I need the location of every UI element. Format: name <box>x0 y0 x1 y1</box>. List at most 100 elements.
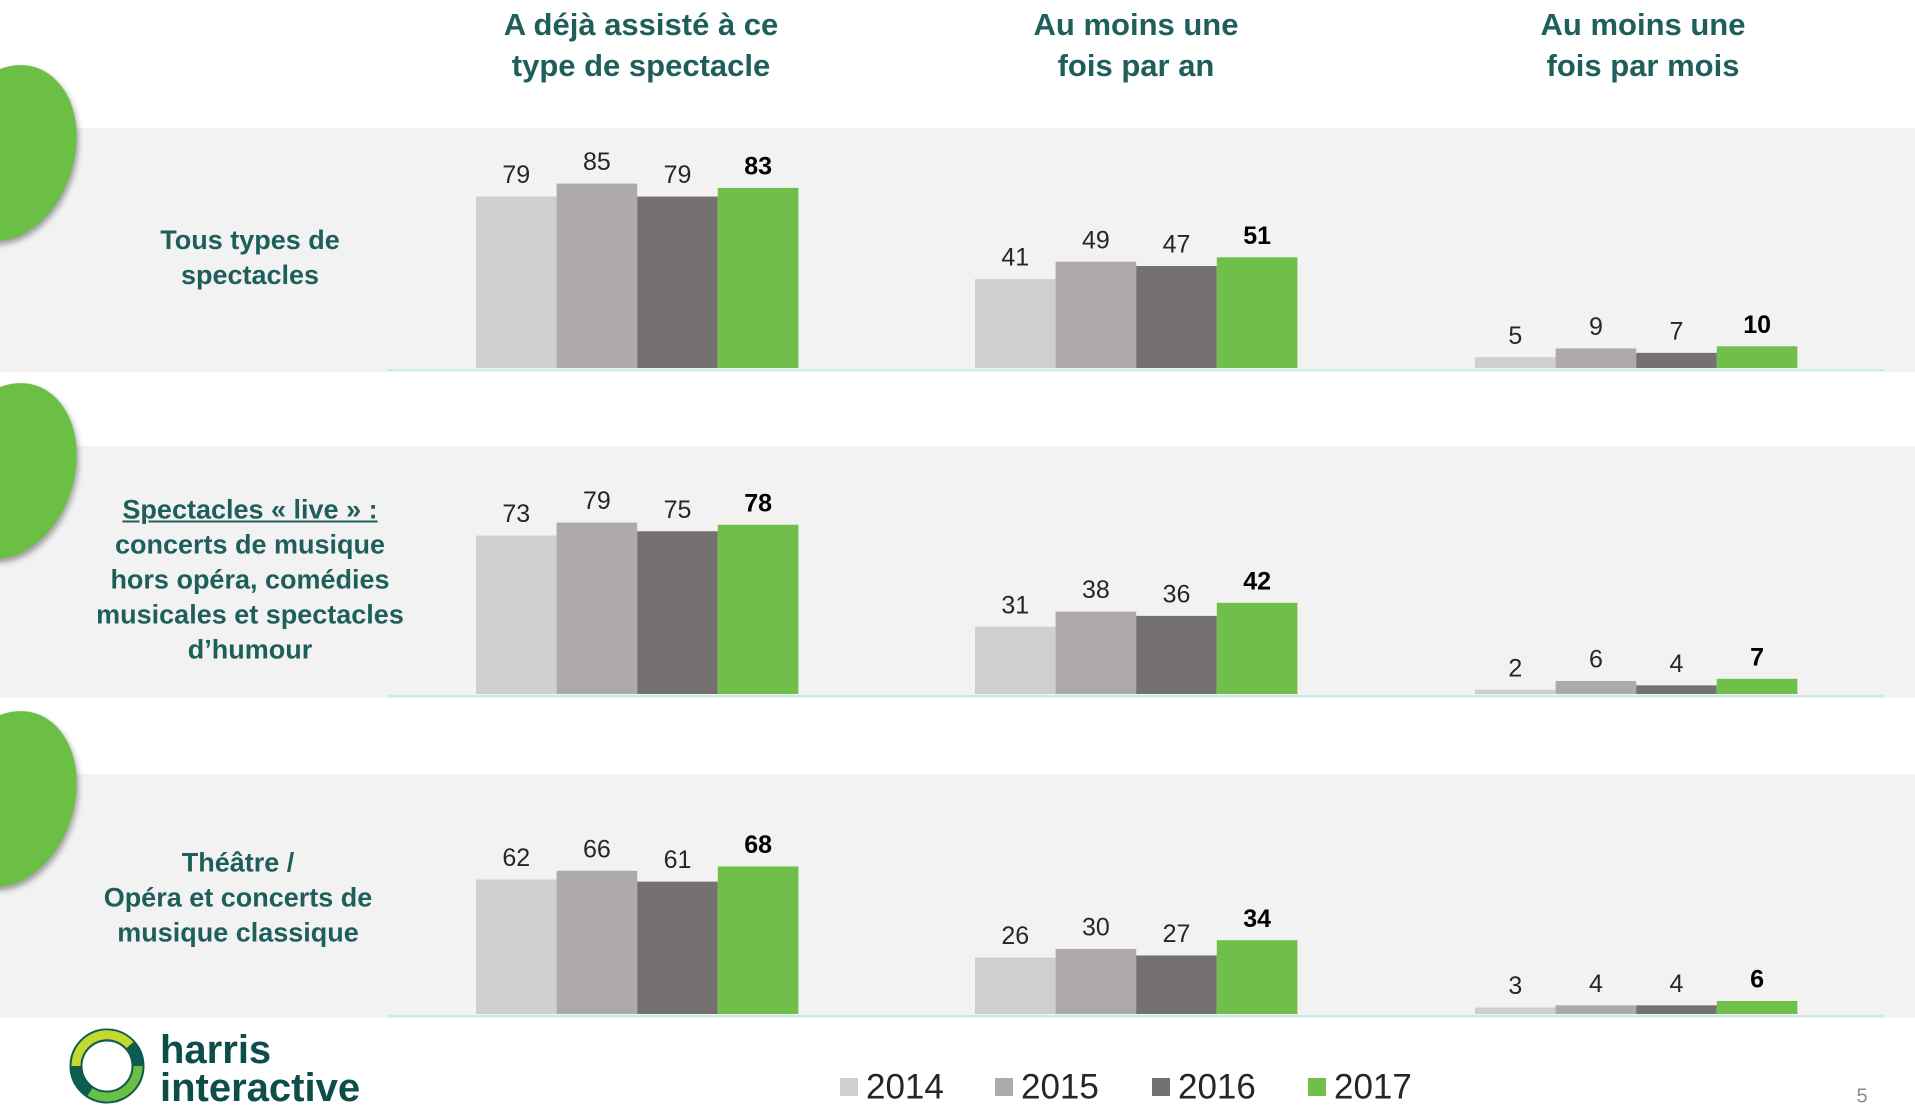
bar <box>1555 348 1637 368</box>
bar <box>1216 602 1298 694</box>
value-label: 31 <box>1001 591 1029 619</box>
value-label: 41 <box>1001 244 1029 272</box>
row-label: Spectacles « live » : concerts de musique… <box>90 493 410 668</box>
value-label: 9 <box>1589 313 1603 341</box>
row-band <box>0 128 1915 372</box>
value-label: 42 <box>1243 567 1271 595</box>
value-label: 68 <box>744 831 772 859</box>
bar <box>476 196 557 368</box>
value-label: 3 <box>1508 972 1522 1000</box>
bar <box>1216 940 1298 1014</box>
value-label: 27 <box>1163 920 1191 948</box>
bar <box>1716 1000 1798 1014</box>
column-header: Au moins une fois par an <box>1033 7 1239 83</box>
value-label: 73 <box>502 500 530 528</box>
bar <box>1636 352 1717 368</box>
value-label: 10 <box>1743 311 1771 339</box>
row-title: Spectacles « live » : <box>122 494 378 525</box>
legend-label: 2015 <box>1021 1067 1099 1106</box>
value-label: 6 <box>1750 966 1764 994</box>
bar <box>1555 1005 1637 1014</box>
column-header: A déjà assisté à ce type de spectacle <box>503 7 779 83</box>
legend-swatch <box>995 1078 1013 1096</box>
legend-swatch <box>1308 1078 1326 1096</box>
bar <box>476 535 557 694</box>
bar <box>1055 261 1137 368</box>
bar <box>1636 685 1717 694</box>
row-subtitle: Opéra et concerts de musique classique <box>103 882 373 948</box>
legend-label: 2014 <box>866 1067 944 1106</box>
bar <box>717 524 799 694</box>
value-label: 4 <box>1670 970 1684 998</box>
bar <box>1136 615 1217 694</box>
bar <box>1055 948 1137 1014</box>
bar <box>975 626 1056 694</box>
legend-label: 2017 <box>1334 1067 1412 1106</box>
bar <box>1555 680 1637 694</box>
bar <box>556 183 638 368</box>
value-label: 4 <box>1670 650 1684 678</box>
bar <box>1055 611 1137 694</box>
logo-text: interactive <box>160 1066 360 1108</box>
value-label: 78 <box>744 489 772 517</box>
bar <box>556 870 638 1014</box>
bar <box>1716 346 1798 368</box>
row-subtitle: concerts de musique hors opéra, comédies… <box>96 529 404 665</box>
bar <box>975 279 1056 368</box>
bar <box>637 531 718 694</box>
value-label: 36 <box>1163 580 1191 608</box>
bar <box>556 522 638 694</box>
value-label: 30 <box>1082 914 1110 942</box>
value-label: 51 <box>1243 222 1271 250</box>
logo-arc <box>71 1030 134 1067</box>
value-label: 34 <box>1243 905 1271 933</box>
value-label: 5 <box>1508 322 1522 350</box>
leaf <box>0 711 77 887</box>
value-label: 7 <box>1750 643 1764 671</box>
value-label: 4 <box>1589 970 1603 998</box>
value-label: 49 <box>1082 226 1110 254</box>
value-label: 79 <box>502 161 530 189</box>
bar <box>1136 266 1217 368</box>
column-header: Au moins une fois par mois <box>1540 7 1746 83</box>
value-label: 75 <box>664 496 692 524</box>
leaf <box>0 65 77 241</box>
bar <box>1475 689 1556 694</box>
row-title: Théâtre / <box>181 847 295 878</box>
value-label: 47 <box>1163 231 1191 259</box>
value-label: 66 <box>583 835 611 863</box>
bar <box>717 866 799 1014</box>
bar <box>1136 955 1217 1014</box>
value-label: 79 <box>583 487 611 515</box>
bar <box>975 957 1056 1014</box>
row-label: Tous types de spectacles <box>135 223 365 293</box>
value-label: 85 <box>583 148 611 176</box>
value-label: 7 <box>1670 317 1684 345</box>
logo-text: harris <box>160 1028 271 1072</box>
bar <box>637 881 718 1014</box>
legend-swatch <box>1152 1078 1170 1096</box>
row-band <box>0 446 1915 698</box>
bar <box>1716 678 1798 694</box>
value-label: 6 <box>1589 646 1603 674</box>
bar <box>637 196 718 368</box>
row-title: Tous types de spectacles <box>160 225 340 290</box>
leaf <box>0 383 77 559</box>
legend-swatch <box>840 1078 858 1096</box>
bar <box>1475 357 1556 368</box>
value-label: 79 <box>664 161 692 189</box>
row-band <box>0 774 1915 1018</box>
value-label: 61 <box>664 846 692 874</box>
bar <box>1636 1005 1717 1014</box>
value-label: 38 <box>1082 576 1110 604</box>
logo-arc <box>87 1065 143 1102</box>
bar <box>1475 1007 1556 1014</box>
bar <box>476 879 557 1014</box>
value-label: 62 <box>502 844 530 872</box>
bar <box>717 187 799 368</box>
row-label: Théâtre / Opéra et concerts de musique cl… <box>78 846 398 951</box>
value-label: 83 <box>744 152 772 180</box>
